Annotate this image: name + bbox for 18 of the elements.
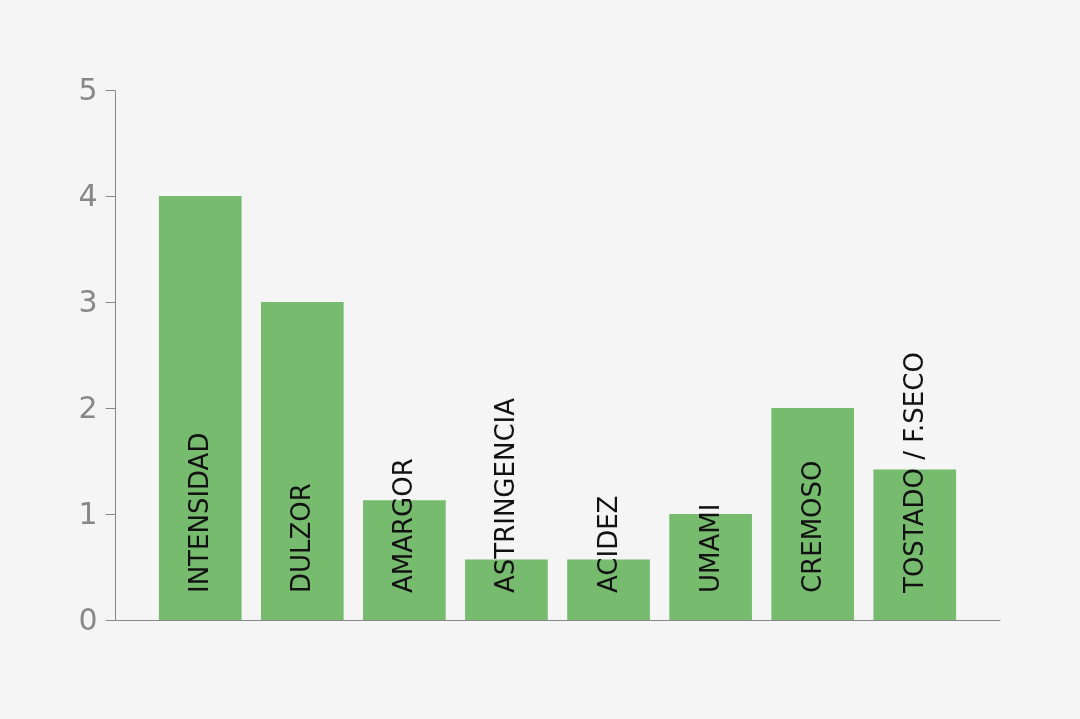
- x-tick-label: INTENSIDAD: [184, 432, 215, 593]
- x-tick-label: TOSTADO / F.SECO: [898, 352, 929, 594]
- y-tick-label: 2: [78, 389, 98, 425]
- y-tick-label: 5: [78, 71, 98, 107]
- y-tick-label: 4: [78, 177, 98, 213]
- x-tick-label: AMARGOR: [388, 458, 419, 593]
- y-tick-label: 1: [78, 495, 98, 531]
- bar: [771, 408, 855, 620]
- bar: [873, 469, 957, 620]
- x-tick-label: UMAMI: [694, 503, 725, 593]
- y-tick-label: 3: [78, 283, 98, 319]
- x-tick-label: ASTRINGENCIA: [490, 397, 521, 593]
- bar: [260, 302, 344, 620]
- x-tick-label: ACIDEZ: [592, 495, 623, 593]
- y-tick-label: 0: [78, 601, 98, 637]
- x-tick-label: CREMOSO: [796, 460, 827, 593]
- bar: [158, 196, 242, 620]
- x-tick-label: DULZOR: [286, 483, 317, 593]
